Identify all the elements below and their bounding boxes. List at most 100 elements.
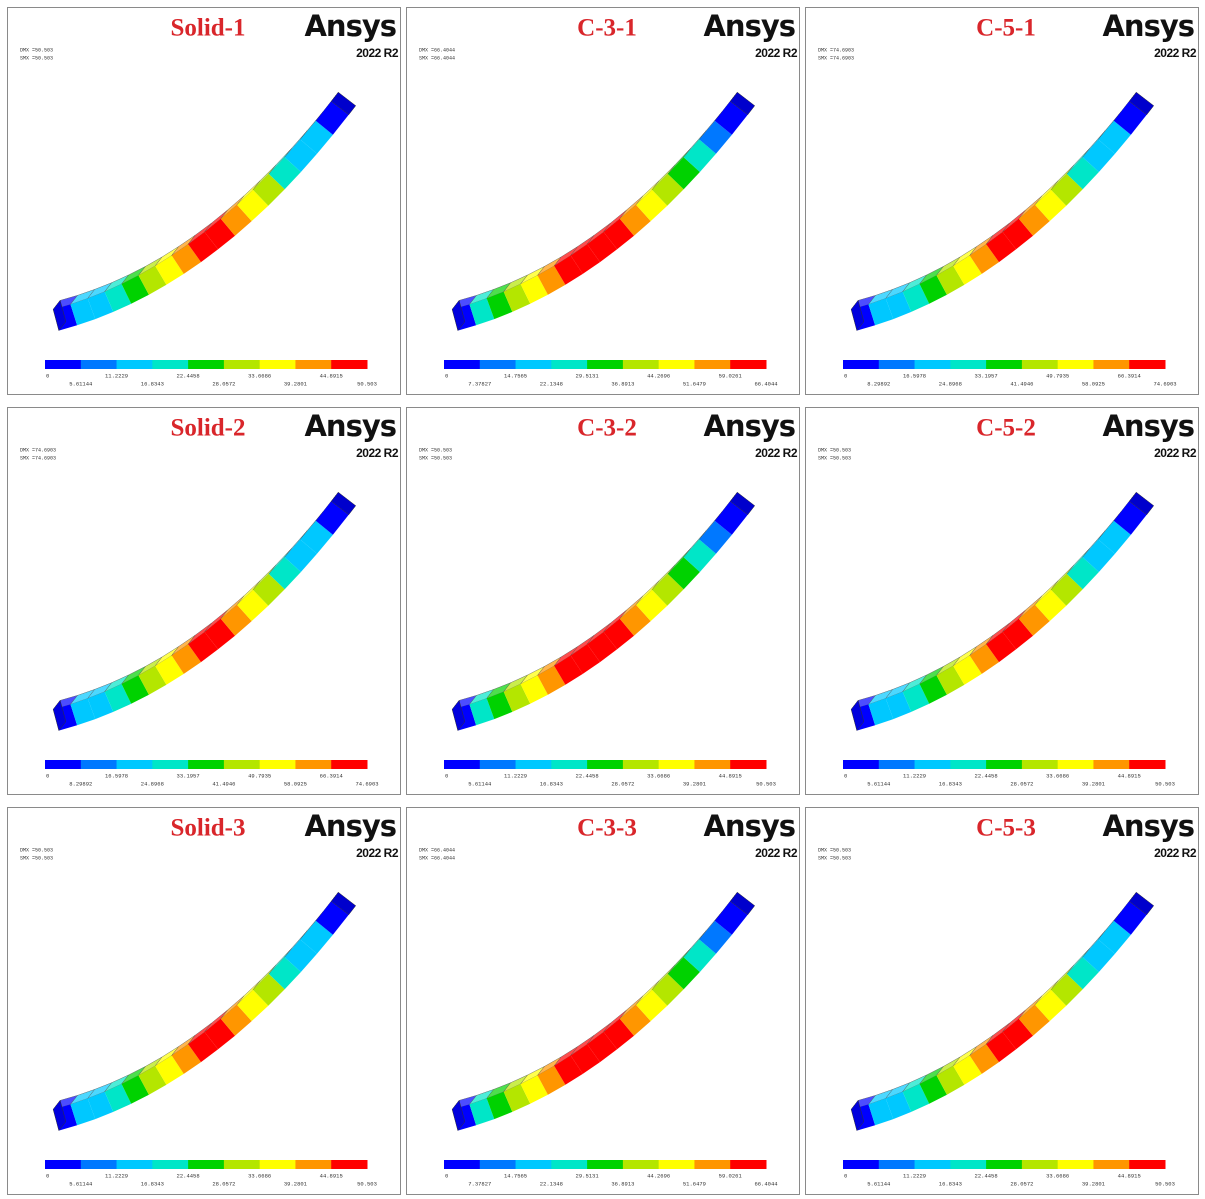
header-line: SMX =50.503 (20, 55, 53, 61)
colorbar-segment (1058, 360, 1094, 369)
contour-plot: C-3-1Ansys2022 R2DMX =66.4044SMX =66.404… (407, 8, 799, 394)
colorbar-label: 16.5978 (105, 772, 128, 779)
header-line: DMX =50.503 (20, 847, 53, 853)
colorbar-segment (260, 760, 296, 769)
panel-title: C-5-3 (976, 815, 1036, 842)
header-line: SMX =66.4044 (419, 55, 455, 61)
colorbar-segment (623, 760, 659, 769)
colorbar-label: 50.503 (1155, 780, 1175, 787)
result-panel: C-5-2Ansys2022 R2DMX =50.503SMX =50.5030… (805, 407, 1199, 795)
colorbar-segment (1093, 360, 1129, 369)
colorbar-label: 22.4458 (177, 372, 200, 379)
result-panel: C-3-1Ansys2022 R2DMX =66.4044SMX =66.404… (406, 7, 800, 395)
colorbar-label: 49.7935 (1046, 372, 1069, 379)
colorbar-segment (879, 360, 915, 369)
colorbar-label: 49.7935 (248, 772, 271, 779)
colorbar-label: 16.8343 (141, 1180, 164, 1187)
colorbar-segment (915, 1160, 951, 1169)
colorbar-label: 24.8968 (939, 380, 962, 387)
colorbar-label: 0 (844, 372, 847, 379)
colorbar-label: 33.6686 (248, 372, 271, 379)
contour-plot: C-5-1Ansys2022 R2DMX =74.6903SMX =74.690… (806, 8, 1198, 394)
colorbar-segment (730, 1160, 766, 1169)
colorbar-segment (331, 360, 367, 369)
header-line: SMX =50.503 (818, 455, 851, 461)
version: 2022 R2 (755, 446, 798, 460)
colorbar-label: 28.0572 (212, 1180, 235, 1187)
colorbar-segment (224, 360, 260, 369)
version: 2022 R2 (1154, 846, 1197, 860)
colorbar-label: 5.61144 (867, 1180, 891, 1187)
colorbar-segment (1058, 760, 1094, 769)
header-line: DMX =74.6903 (818, 47, 854, 53)
colorbar-segment (623, 1160, 659, 1169)
colorbar-segment (444, 360, 480, 369)
colorbar-label: 0 (46, 1172, 49, 1179)
version: 2022 R2 (356, 846, 399, 860)
version: 2022 R2 (1154, 446, 1197, 460)
panel-title: Solid-1 (170, 15, 245, 42)
colorbar-label: 39.2801 (683, 780, 707, 787)
colorbar-label: 36.8913 (611, 1180, 634, 1187)
colorbar-segment (986, 360, 1022, 369)
panel-title: C-3-3 (577, 815, 637, 842)
panel-title: Solid-3 (170, 815, 245, 842)
colorbar-segment (81, 360, 117, 369)
header-line: SMX =50.503 (20, 855, 53, 861)
colorbar-segment (551, 760, 587, 769)
colorbar-label: 29.5131 (576, 1172, 600, 1179)
header-line: DMX =50.503 (818, 447, 851, 453)
colorbar-segment (516, 1160, 552, 1169)
beam (452, 892, 755, 1130)
colorbar-segment (986, 760, 1022, 769)
colorbar-label: 44.8915 (1118, 772, 1141, 779)
colorbar-segment (730, 760, 766, 769)
colorbar-segment (1022, 760, 1058, 769)
panel-title: C-3-2 (577, 415, 637, 442)
colorbar-segment (659, 1160, 695, 1169)
colorbar-segment (1022, 360, 1058, 369)
colorbar-label: 11.2229 (903, 772, 926, 779)
colorbar-label: 59.0261 (719, 372, 743, 379)
header-line: DMX =66.4044 (419, 847, 455, 853)
colorbar-label: 59.0261 (719, 1172, 743, 1179)
colorbar-segment (331, 760, 367, 769)
colorbar-label: 16.8343 (540, 780, 563, 787)
colorbar-label: 50.503 (756, 780, 776, 787)
colorbar-segment (81, 1160, 117, 1169)
panel-title: C-5-2 (976, 415, 1036, 442)
colorbar-label: 7.37827 (468, 1180, 491, 1187)
colorbar-label: 74.6903 (1153, 380, 1176, 387)
colorbar-label: 39.2801 (284, 380, 308, 387)
colorbar-label: 0 (445, 1172, 448, 1179)
colorbar-label: 29.5131 (576, 372, 600, 379)
colorbar-segment (117, 760, 153, 769)
colorbar-label: 33.6686 (248, 1172, 271, 1179)
colorbar-label: 33.6686 (1046, 1172, 1069, 1179)
colorbar-segment (188, 760, 224, 769)
colorbar-label: 7.37827 (468, 380, 491, 387)
colorbar-label: 36.8913 (611, 380, 634, 387)
colorbar-segment (152, 360, 188, 369)
colorbar-segment (480, 360, 516, 369)
beam (53, 892, 356, 1130)
colorbar-segment (950, 1160, 986, 1169)
colorbar-label: 22.1348 (540, 380, 563, 387)
colorbar-label: 28.0572 (611, 780, 634, 787)
colorbar-label: 74.6903 (355, 780, 378, 787)
colorbar-label: 16.8343 (939, 1180, 962, 1187)
colorbar-segment (694, 360, 730, 369)
colorbar-label: 39.2801 (1082, 780, 1106, 787)
colorbar-label: 66.4044 (754, 380, 778, 387)
colorbar-segment (623, 360, 659, 369)
colorbar-segment (516, 760, 552, 769)
header-line: DMX =50.503 (419, 447, 452, 453)
colorbar-segment (260, 360, 296, 369)
colorbar-label: 0 (445, 772, 448, 779)
brand-logo: Ansys (1102, 809, 1194, 843)
colorbar-label: 44.2696 (647, 1172, 670, 1179)
colorbar-segment (587, 1160, 623, 1169)
colorbar-segment (1058, 1160, 1094, 1169)
colorbar-label: 66.3914 (1118, 372, 1142, 379)
